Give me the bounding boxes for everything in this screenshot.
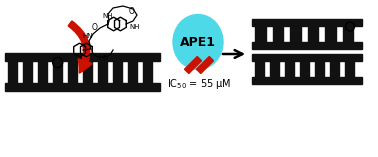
- Bar: [330, 61, 339, 77]
- Bar: [290, 26, 301, 42]
- Bar: [38, 61, 47, 83]
- Bar: [113, 61, 122, 83]
- Bar: [197, 57, 214, 73]
- Bar: [308, 26, 318, 42]
- Text: NH: NH: [130, 24, 140, 30]
- Ellipse shape: [173, 14, 223, 70]
- Bar: [68, 61, 77, 83]
- Bar: [273, 26, 284, 42]
- Bar: [129, 61, 138, 83]
- FancyArrowPatch shape: [69, 21, 91, 73]
- Bar: [270, 61, 279, 77]
- Bar: [23, 61, 32, 83]
- Bar: [300, 61, 309, 77]
- Text: O: O: [92, 24, 98, 32]
- Bar: [285, 61, 294, 77]
- Bar: [184, 57, 201, 73]
- Bar: [5, 53, 160, 61]
- Bar: [255, 61, 264, 77]
- Bar: [256, 26, 266, 42]
- Bar: [8, 61, 17, 83]
- Bar: [343, 26, 353, 42]
- Bar: [143, 61, 152, 83]
- Bar: [98, 61, 107, 83]
- Bar: [252, 19, 362, 26]
- Bar: [345, 61, 355, 77]
- Bar: [325, 26, 336, 42]
- Bar: [315, 61, 324, 77]
- Text: O: O: [129, 6, 135, 16]
- Bar: [5, 83, 160, 91]
- Text: HN: HN: [83, 33, 93, 39]
- Bar: [252, 54, 362, 61]
- Text: HN: HN: [99, 55, 109, 61]
- Text: APE1: APE1: [180, 35, 216, 49]
- Bar: [252, 42, 362, 49]
- Text: NH: NH: [103, 13, 113, 19]
- Bar: [53, 61, 62, 83]
- Bar: [83, 61, 92, 83]
- Bar: [252, 77, 362, 84]
- Text: IC$_{50}$ = 55 μM: IC$_{50}$ = 55 μM: [167, 77, 231, 91]
